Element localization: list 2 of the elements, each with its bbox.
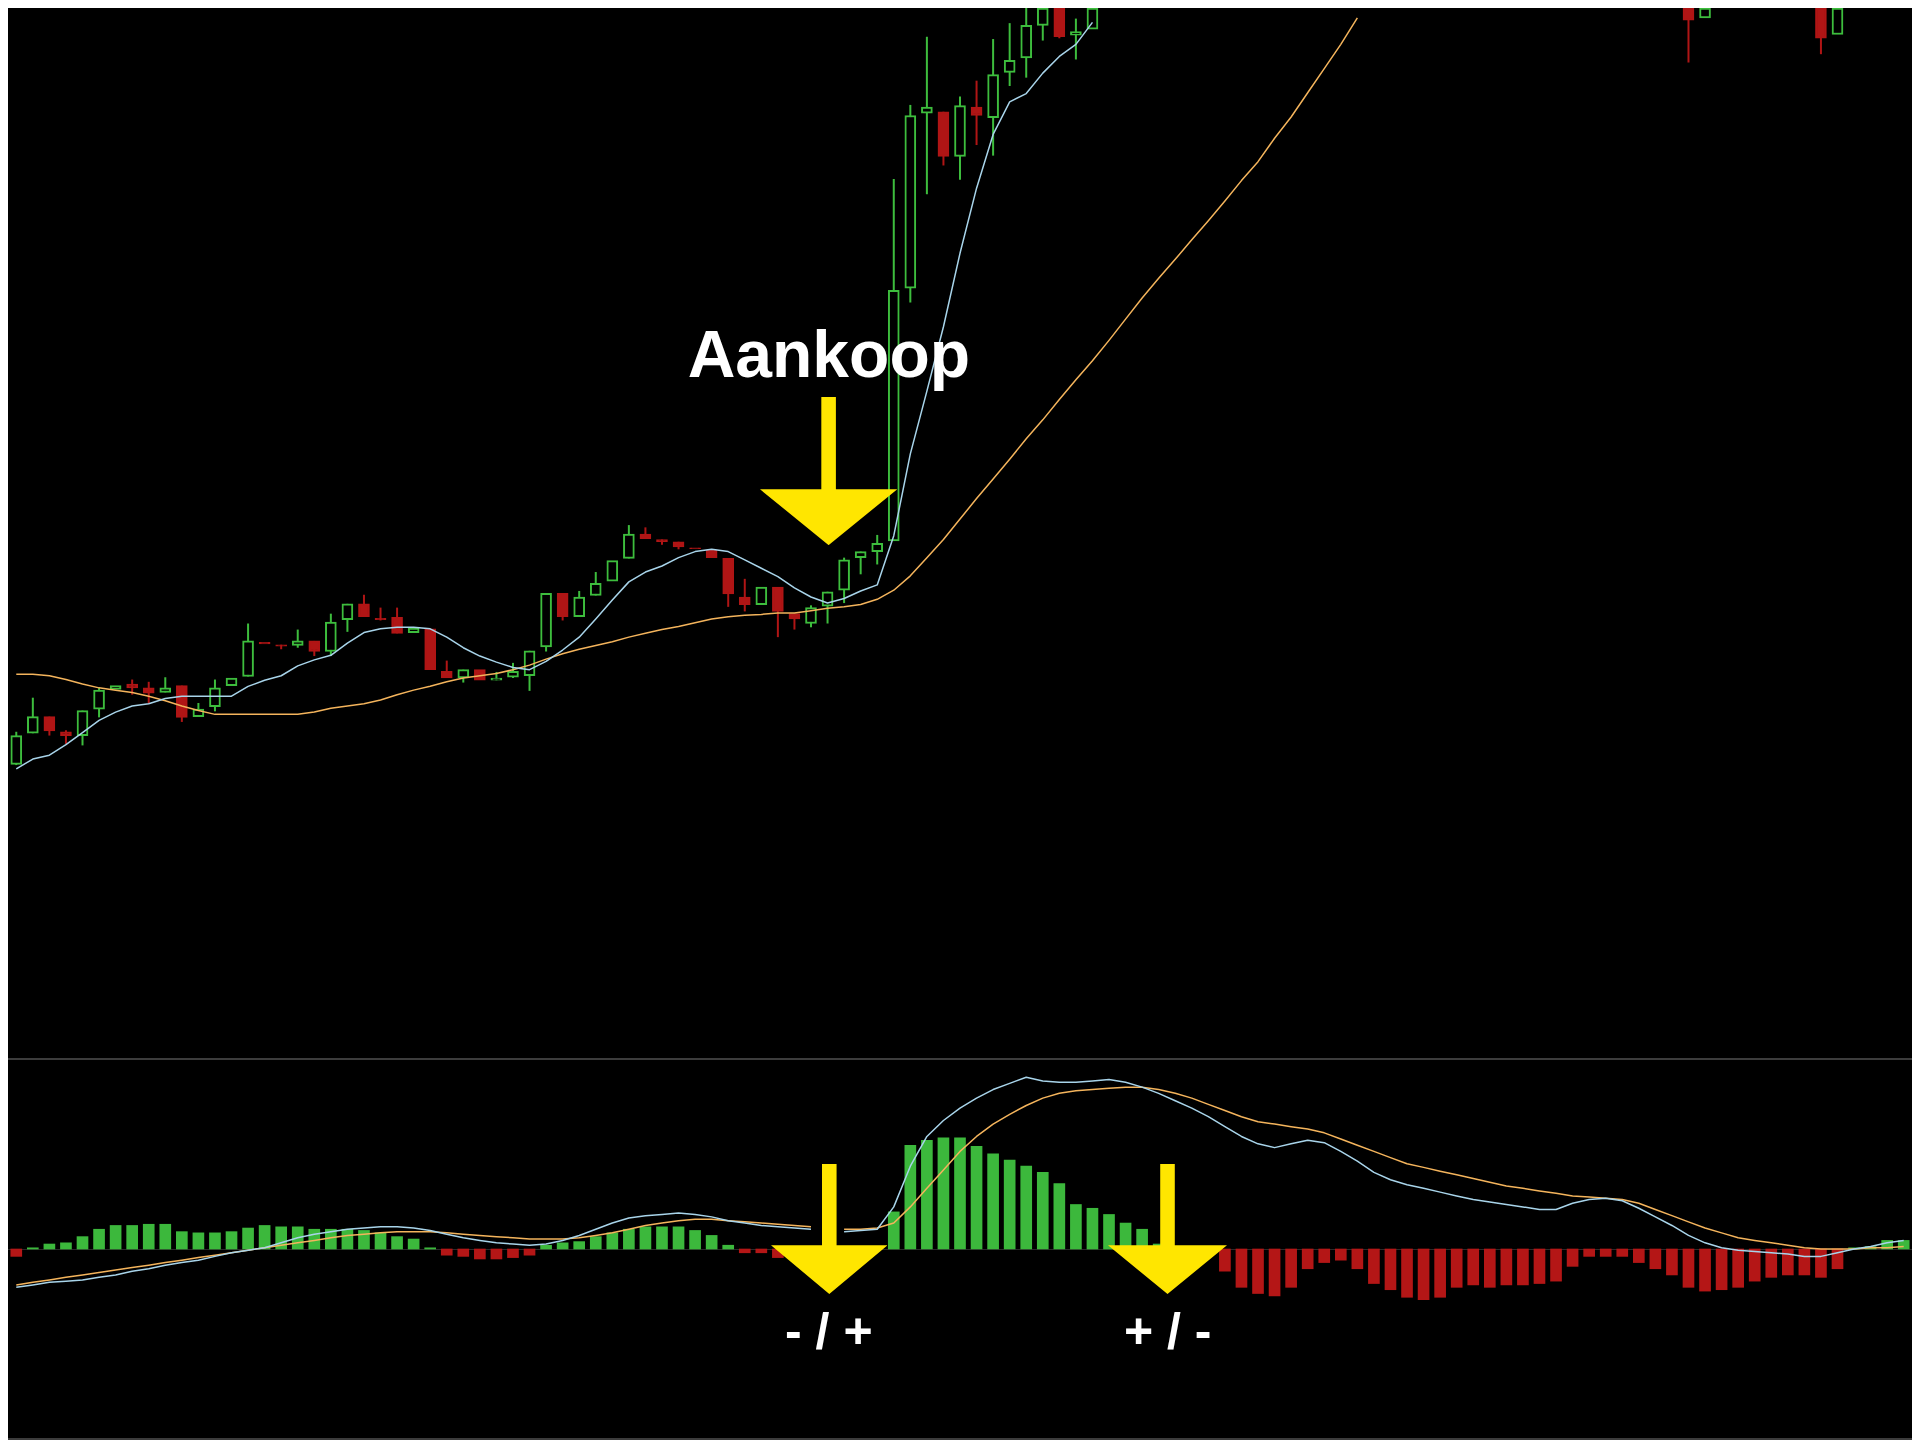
text: - / + <box>785 1303 873 1360</box>
text: + / - <box>1123 1303 1212 1360</box>
